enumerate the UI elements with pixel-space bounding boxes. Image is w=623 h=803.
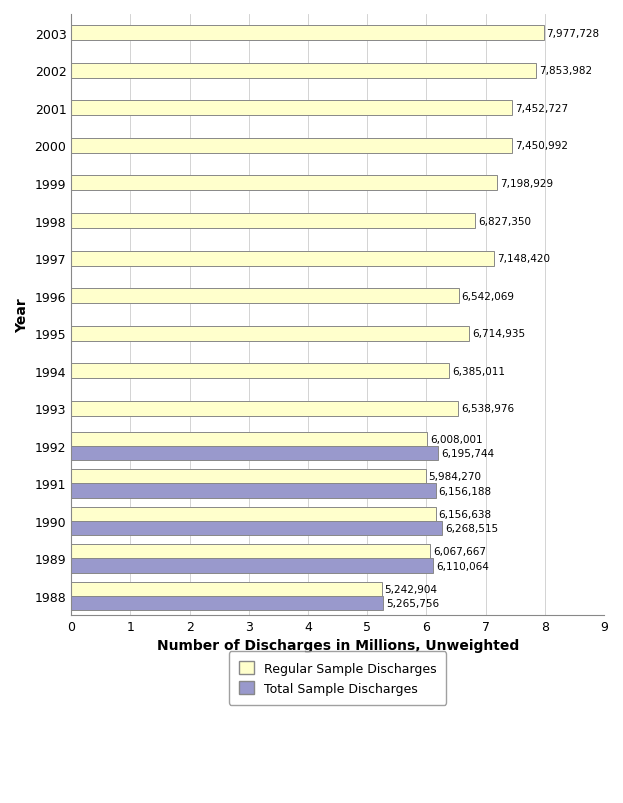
Text: 6,156,188: 6,156,188 [439, 486, 492, 496]
Text: 5,984,270: 5,984,270 [429, 471, 482, 482]
Bar [71, 507, 435, 521]
Text: 5,242,904: 5,242,904 [384, 584, 437, 594]
Text: 6,385,011: 6,385,011 [452, 366, 505, 377]
Text: 7,148,420: 7,148,420 [497, 254, 550, 263]
Bar [71, 521, 442, 536]
Bar [71, 101, 513, 116]
Bar [71, 289, 459, 304]
Y-axis label: Year: Year [15, 298, 29, 332]
Bar [71, 139, 512, 153]
Text: 7,452,727: 7,452,727 [515, 104, 569, 114]
Text: 7,450,992: 7,450,992 [515, 141, 568, 151]
Bar [71, 251, 495, 267]
Text: 5,265,756: 5,265,756 [386, 598, 439, 609]
Text: 6,714,935: 6,714,935 [472, 328, 525, 339]
Bar [71, 597, 383, 610]
Text: 6,195,744: 6,195,744 [441, 448, 494, 459]
Text: 6,067,667: 6,067,667 [434, 547, 487, 556]
Text: 6,110,064: 6,110,064 [436, 561, 489, 571]
Legend: Regular Sample Discharges, Total Sample Discharges: Regular Sample Discharges, Total Sample … [229, 651, 447, 705]
Bar [71, 214, 475, 229]
Text: 6,008,001: 6,008,001 [430, 434, 483, 444]
Text: 6,538,976: 6,538,976 [462, 404, 515, 414]
Bar [71, 326, 468, 341]
Bar [71, 544, 430, 559]
Bar [71, 176, 497, 191]
Text: 6,542,069: 6,542,069 [462, 291, 515, 301]
Text: 6,268,515: 6,268,515 [445, 524, 498, 533]
Text: 7,853,982: 7,853,982 [539, 66, 592, 76]
Text: 7,198,929: 7,198,929 [500, 179, 553, 189]
Bar [71, 402, 459, 416]
Bar [71, 470, 426, 483]
Bar [71, 483, 435, 498]
Text: 6,156,638: 6,156,638 [439, 509, 492, 520]
Bar [71, 582, 382, 597]
Bar [71, 559, 433, 573]
Text: 7,977,728: 7,977,728 [546, 29, 599, 39]
Bar [71, 63, 536, 79]
Text: 6,827,350: 6,827,350 [478, 216, 531, 226]
Bar [71, 26, 543, 41]
Bar [71, 446, 438, 460]
X-axis label: Number of Discharges in Millions, Unweighted: Number of Discharges in Millions, Unweig… [156, 638, 519, 652]
Bar [71, 432, 427, 446]
Bar [71, 364, 449, 379]
